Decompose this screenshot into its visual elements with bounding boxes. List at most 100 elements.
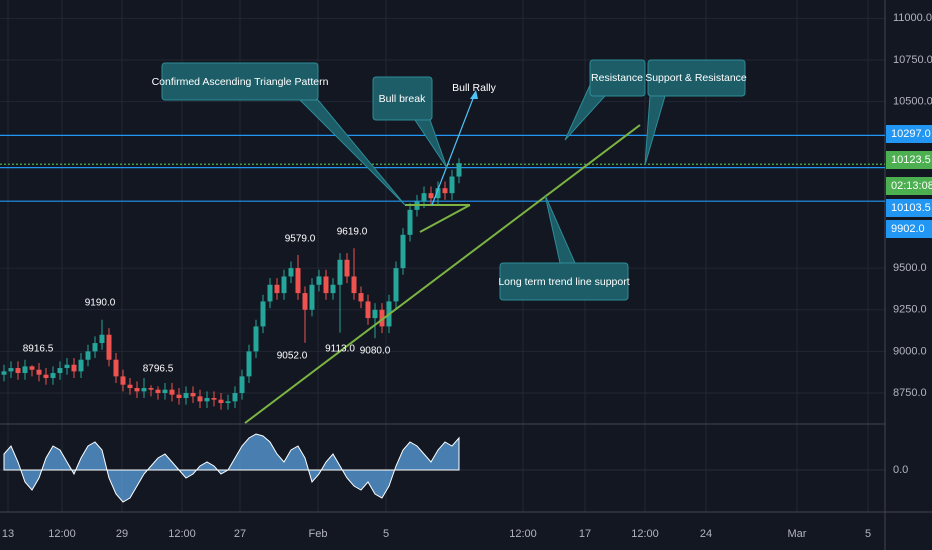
candle-body <box>288 268 294 277</box>
oscillator-area <box>3 433 460 503</box>
candle-body <box>393 268 399 302</box>
peak-label: 8916.5 <box>23 344 54 355</box>
y-tick-label: 9500.0 <box>893 262 927 274</box>
candle-body <box>29 366 35 370</box>
y-tick-label: 8750.0 <box>893 387 927 399</box>
candle-body <box>400 234 406 269</box>
x-tick-label: 12:00 <box>48 528 76 540</box>
candle-body <box>78 359 84 372</box>
candle-body <box>435 188 441 199</box>
candle-body <box>239 376 245 394</box>
y-tick-label: 11000.0 <box>893 12 932 24</box>
callout <box>372 76 433 121</box>
candle-body <box>323 276 329 294</box>
x-tick-label: 24 <box>700 528 712 540</box>
candle-body <box>15 368 21 374</box>
candle-body <box>43 374 49 379</box>
candle-body <box>309 284 315 310</box>
x-tick-label: 5 <box>383 528 389 540</box>
candle-body <box>64 364 70 369</box>
y-tick-label: 10750.0 <box>893 54 932 66</box>
candle-body <box>85 351 91 360</box>
callout <box>499 262 629 301</box>
candle-body <box>176 394 182 399</box>
peak-label: 9579.0 <box>285 234 316 245</box>
y-tick-label: 10500.0 <box>893 95 932 107</box>
candle-body <box>169 389 175 395</box>
annotation: Support & Resistance <box>645 72 747 84</box>
peak-label: 8796.5 <box>143 364 174 375</box>
rally-arrow-head <box>470 90 478 99</box>
peak-label: 9113.0 <box>325 344 355 355</box>
candle-body <box>372 309 378 319</box>
x-tick-label: Mar <box>788 528 807 540</box>
candle-body <box>456 163 462 177</box>
price-tag-label: 10103.5 <box>891 202 931 214</box>
candle-body <box>92 343 98 352</box>
annotation: Long term trend line support <box>498 276 629 288</box>
grid <box>0 0 885 512</box>
price-tag <box>886 151 932 169</box>
candle-body <box>8 368 14 372</box>
candle-body <box>113 359 119 377</box>
x-tick-label: 12:00 <box>509 528 537 540</box>
candle-body <box>127 384 133 389</box>
candle-body <box>162 389 168 394</box>
price-tag-label: 9902.0 <box>891 223 925 235</box>
callout <box>647 59 746 97</box>
candle-body <box>302 293 308 310</box>
price-tag-label: 10123.5 <box>891 154 931 166</box>
annotation: Bull Rally <box>452 82 497 94</box>
candle-body <box>449 176 455 194</box>
y-tick-label: 9000.0 <box>893 345 927 357</box>
peak-label: 9080.0 <box>360 346 391 357</box>
candle-body <box>99 334 105 344</box>
candle-body <box>218 399 224 404</box>
x-tick-label: Feb <box>309 528 328 540</box>
y-tick-label: 9250.0 <box>893 304 927 316</box>
countdown: 02:13:08 <box>891 180 932 192</box>
x-tick-label: 29 <box>116 528 128 540</box>
peak-label: 9052.0 <box>277 351 308 362</box>
countdown-tag <box>886 177 932 195</box>
osc-tick-label: 0.0 <box>893 464 908 476</box>
candle-body <box>71 364 77 372</box>
candle-body <box>190 393 196 397</box>
price-tag-label: 10297.0 <box>891 128 931 140</box>
peak-label: 9190.0 <box>85 298 116 309</box>
x-tick-label: 5 <box>865 528 871 540</box>
candle-body <box>134 388 140 392</box>
candle-body <box>120 376 126 385</box>
candle-body <box>344 259 350 277</box>
candle-body <box>155 389 161 394</box>
x-tick-label: 12:00 <box>168 528 196 540</box>
candle-body <box>141 388 147 392</box>
marks <box>0 134 885 503</box>
annotation: Resistance <box>591 72 643 84</box>
candle-body <box>36 369 42 375</box>
x-tick-label: 17 <box>579 528 591 540</box>
candle-body <box>50 373 56 379</box>
candle-body <box>260 301 266 327</box>
candle-body <box>225 401 231 404</box>
candle-body <box>421 193 427 202</box>
candle-body <box>358 293 364 302</box>
candle-body <box>232 393 238 402</box>
candle-body <box>204 398 210 402</box>
annotation: Confirmed Ascending Triangle Pattern <box>152 76 329 88</box>
candle-body <box>379 309 385 327</box>
triangle-bottom <box>419 204 471 233</box>
callout <box>589 59 646 97</box>
candle-body <box>197 396 203 402</box>
candle-body <box>281 276 287 294</box>
price-tag <box>886 125 932 143</box>
annotation: Bull break <box>379 93 426 105</box>
candle-body <box>428 193 434 199</box>
peak-label: 9619.0 <box>337 227 368 238</box>
rally-arrow <box>431 95 475 206</box>
trend-line <box>244 124 641 424</box>
x-tick-label: 27 <box>234 528 246 540</box>
candle-body <box>442 188 448 194</box>
candle-body <box>57 368 63 374</box>
